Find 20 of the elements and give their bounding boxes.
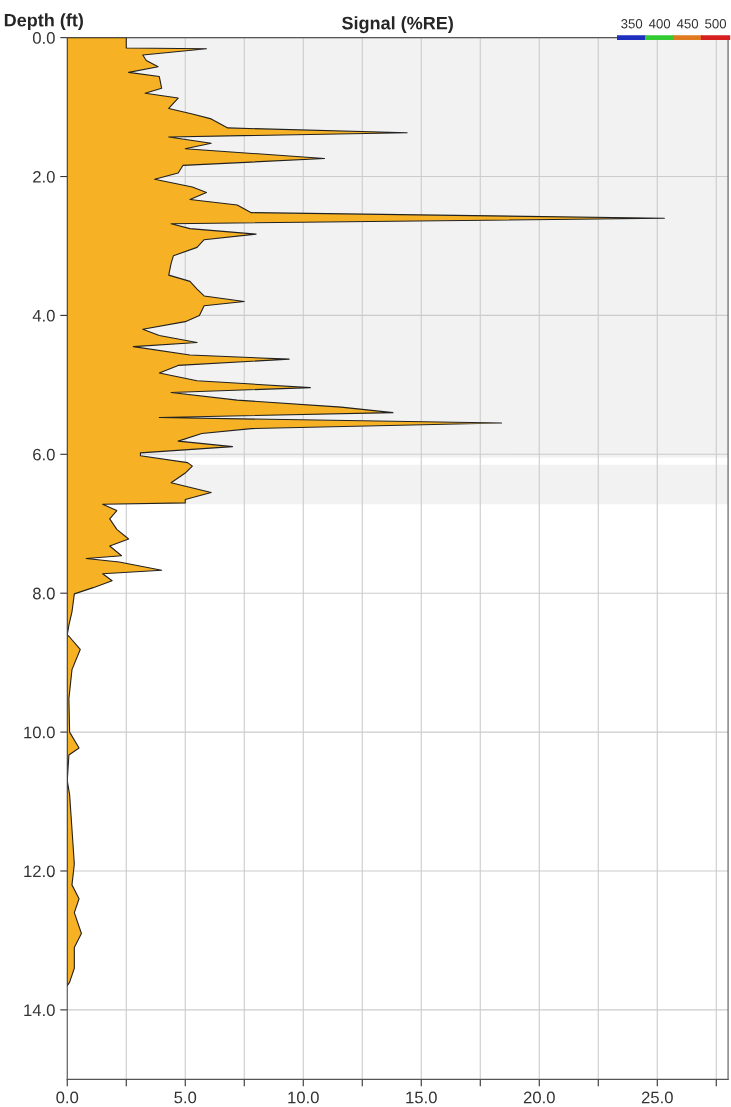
x-tick-label: 5.0: [174, 1091, 197, 1104]
y-tick-label: 10.0: [24, 726, 55, 739]
y-tick-label: 2.0: [33, 170, 55, 183]
x-tick-label: 25.0: [641, 1091, 673, 1104]
y-tick-label: 14.0: [24, 1004, 55, 1017]
text: 500: [705, 19, 727, 29]
x-tick-label: 0.0: [56, 1091, 79, 1104]
x-tick-label: 10.0: [288, 1091, 319, 1104]
text: 450: [676, 19, 699, 29]
text: 350: [621, 19, 643, 29]
y-tick-label: 12.0: [24, 865, 55, 878]
x-tick-label: 20.0: [523, 1091, 555, 1104]
y-tick-label: 6.0: [33, 448, 55, 461]
y-tick-label: 0.0: [32, 32, 55, 44]
y-tick-label: 8.0: [33, 587, 55, 600]
y-tick-label: 4.0: [32, 309, 55, 322]
chart-title: Signal (%RE): [342, 16, 453, 34]
text: 400: [648, 19, 671, 29]
x-tick-label: 15.0: [406, 1091, 437, 1104]
y-axis-title: Depth (ft): [4, 13, 83, 31]
